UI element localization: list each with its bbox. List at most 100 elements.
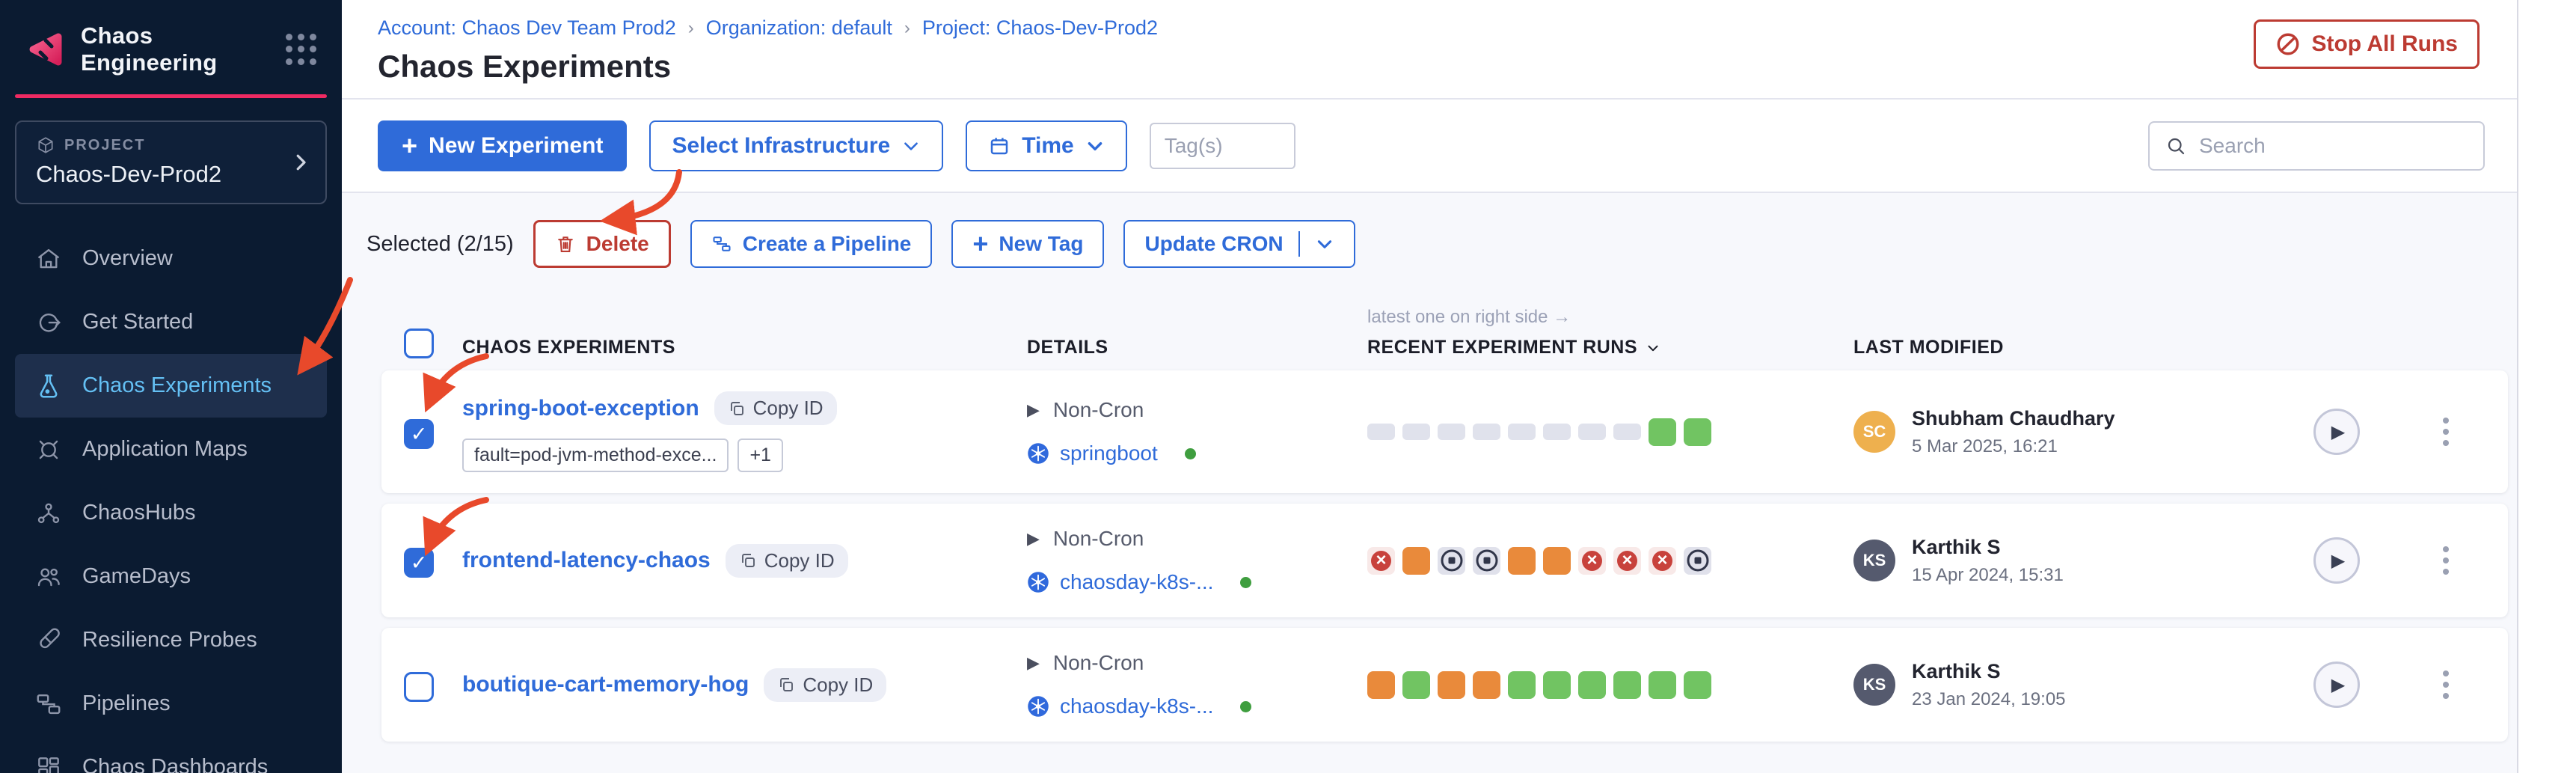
run-status-success[interactable] <box>1684 670 1711 699</box>
run-status-empty[interactable] <box>1438 424 1465 440</box>
run-status-empty[interactable] <box>1578 424 1606 440</box>
tags-filter-input[interactable] <box>1149 122 1295 169</box>
sidebar-item-chaos-experiments[interactable]: Chaos Experiments <box>15 354 327 418</box>
run-status-empty[interactable] <box>1508 424 1536 440</box>
sidebar-item-get-started[interactable]: Get Started <box>15 290 327 354</box>
run-status-success[interactable] <box>1649 418 1676 446</box>
kubernetes-icon <box>1027 571 1049 593</box>
run-status-running[interactable] <box>1402 546 1430 575</box>
infrastructure-link[interactable]: chaosday-k8s-... <box>1060 694 1214 718</box>
copy-icon <box>777 676 795 694</box>
trash-icon <box>555 233 576 254</box>
experiment-name-link[interactable]: boutique-cart-memory-hog <box>462 672 749 697</box>
experiment-row: spring-boot-exception Copy ID fault=pod-… <box>381 370 2508 493</box>
run-experiment-button[interactable]: ▶ <box>2313 409 2360 455</box>
run-status-success[interactable] <box>1684 418 1711 446</box>
run-status-success[interactable] <box>1402 670 1430 699</box>
play-triangle-icon: ▶ <box>1027 529 1040 548</box>
breadcrumb-link[interactable]: Project: Chaos-Dev-Prod2 <box>921 16 1159 39</box>
content-area: Selected (2/15) Delete Crea <box>342 193 2517 773</box>
copy-id-button[interactable]: Copy ID <box>714 391 837 425</box>
sidebar-item-label: Get Started <box>82 310 194 334</box>
experiment-name-link[interactable]: spring-boot-exception <box>462 395 699 421</box>
modified-by-name: Shubham Chaudhary <box>1912 406 2115 430</box>
new-experiment-button[interactable]: + New Experiment <box>378 120 628 171</box>
row-checkbox-boutique-cart-memory-hog[interactable] <box>404 672 434 702</box>
sidebar-item-label: Overview <box>82 246 173 270</box>
create-pipeline-button[interactable]: Create a Pipeline <box>690 220 933 268</box>
run-status-success[interactable] <box>1649 670 1676 699</box>
run-status-failed[interactable] <box>1649 546 1676 575</box>
time-filter-dropdown[interactable]: Time <box>966 120 1127 171</box>
run-status-success[interactable] <box>1508 670 1536 699</box>
run-status-failed[interactable] <box>1367 546 1395 575</box>
sidebar-item-gamedays[interactable]: GameDays <box>15 545 327 608</box>
home-icon <box>34 245 63 273</box>
run-experiment-button[interactable]: ▶ <box>2313 537 2360 584</box>
select-all-checkbox[interactable] <box>404 329 434 358</box>
run-status-success[interactable] <box>1578 670 1606 699</box>
infrastructure-link[interactable]: springboot <box>1060 442 1158 465</box>
copy-id-button[interactable]: Copy ID <box>725 543 848 578</box>
infra-status-dot <box>1240 576 1252 588</box>
run-status-empty[interactable] <box>1367 424 1395 440</box>
sidebar-item-resilience-probes[interactable]: Resilience Probes <box>15 608 327 672</box>
chevron-down-icon <box>1315 234 1334 254</box>
run-status-running[interactable] <box>1508 546 1536 575</box>
avatar: KS <box>1853 664 1895 706</box>
module-switcher-grid-icon[interactable] <box>286 34 316 65</box>
sidebar-item-label: Chaos Experiments <box>82 373 272 397</box>
run-status-running[interactable] <box>1543 546 1571 575</box>
breadcrumb-link[interactable]: Account: Chaos Dev Team Prod2 <box>378 16 676 39</box>
run-status-empty[interactable] <box>1613 424 1641 440</box>
copy-icon <box>728 400 746 418</box>
tag-chip[interactable]: +1 <box>737 439 783 472</box>
tag-chip[interactable]: fault=pod-jvm-method-exce... <box>462 439 729 472</box>
run-status-stopped[interactable] <box>1473 546 1500 575</box>
experiment-name-link[interactable]: frontend-latency-chaos <box>462 548 711 572</box>
stop-all-runs-button[interactable]: Stop All Runs <box>2254 19 2480 69</box>
run-status-failed[interactable] <box>1613 546 1641 575</box>
row-checkbox-frontend-latency-chaos[interactable] <box>404 548 434 578</box>
run-status-success[interactable] <box>1543 670 1571 699</box>
run-status-empty[interactable] <box>1473 424 1500 440</box>
page-title: Chaos Experiments <box>378 49 672 84</box>
modified-date: 15 Apr 2024, 15:31 <box>1912 564 2064 585</box>
new-tag-button[interactable]: + New Tag <box>951 220 1105 268</box>
sidebar-item-application-maps[interactable]: Application Maps <box>15 418 327 481</box>
copy-id-button[interactable]: Copy ID <box>764 667 887 702</box>
delete-button[interactable]: Delete <box>533 220 671 268</box>
run-status-empty[interactable] <box>1402 424 1430 440</box>
run-status-running[interactable] <box>1438 670 1465 699</box>
infrastructure-link[interactable]: chaosday-k8s-... <box>1060 570 1214 593</box>
row-menu-button[interactable] <box>2438 666 2453 703</box>
project-selector[interactable]: PROJECT Chaos-Dev-Prod2 <box>15 120 327 204</box>
brand-row: Chaos Engineering <box>0 0 342 76</box>
run-status-running[interactable] <box>1367 670 1395 699</box>
row-menu-button[interactable] <box>2438 413 2453 450</box>
run-experiment-button[interactable]: ▶ <box>2313 662 2360 708</box>
run-status-stopped[interactable] <box>1684 546 1711 575</box>
run-status-empty[interactable] <box>1543 424 1571 440</box>
column-header-modified: LAST MODIFIED <box>1853 337 2004 358</box>
run-status-running[interactable] <box>1473 670 1500 699</box>
breadcrumb-link[interactable]: Organization: default <box>705 16 892 39</box>
sidebar-item-pipelines[interactable]: Pipelines <box>15 672 327 736</box>
update-cron-dropdown[interactable]: Update CRON <box>1123 220 1355 268</box>
sidebar-item-label: Resilience Probes <box>82 628 257 652</box>
schedule-type[interactable]: ▶ Non-Cron <box>1027 651 1144 674</box>
run-status-failed[interactable] <box>1578 546 1606 575</box>
avatar: KS <box>1853 540 1895 581</box>
row-menu-button[interactable] <box>2438 542 2453 579</box>
select-infrastructure-dropdown[interactable]: Select Infrastructure <box>649 120 944 171</box>
sidebar-item-chaoshubs[interactable]: ChaosHubs <box>15 481 327 545</box>
column-header-runs[interactable]: RECENT EXPERIMENT RUNS <box>1367 337 1853 358</box>
sidebar-item-chaos-dashboards[interactable]: Chaos Dashboards <box>15 736 327 773</box>
schedule-type[interactable]: ▶ Non-Cron <box>1027 398 1144 421</box>
sidebar-item-overview[interactable]: Overview <box>15 227 327 290</box>
search-input[interactable] <box>2199 133 2469 158</box>
row-checkbox-spring-boot-exception[interactable] <box>404 419 434 449</box>
schedule-type[interactable]: ▶ Non-Cron <box>1027 527 1144 550</box>
run-status-success[interactable] <box>1613 670 1641 699</box>
run-status-stopped[interactable] <box>1438 546 1465 575</box>
